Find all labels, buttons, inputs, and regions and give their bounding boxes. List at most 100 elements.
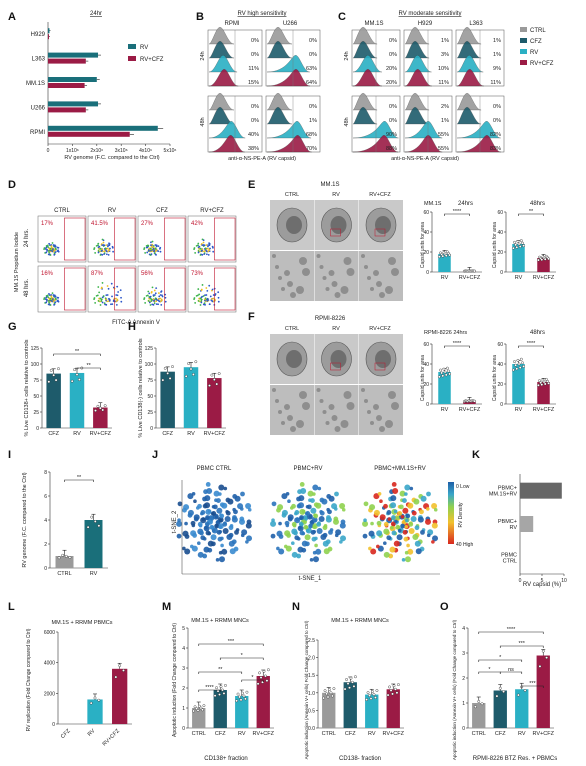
chartO-ytick-label: 2 bbox=[462, 676, 465, 682]
panel-j-tsne-point bbox=[339, 503, 346, 510]
panel-d-dot bbox=[149, 304, 152, 306]
panel-j-title-2: PBMC+RV bbox=[293, 466, 322, 472]
panel-b: RV high sensitivity RPMI U266 24h 48h 0%… bbox=[200, 11, 321, 162]
emE-granule bbox=[340, 286, 349, 294]
panel-d-plot-frame bbox=[187, 215, 237, 263]
emF-granule bbox=[319, 399, 324, 403]
histB-percent-label: 0% bbox=[251, 104, 259, 110]
panel-i-sig-label: ** bbox=[77, 475, 82, 481]
panel-d-dot bbox=[98, 297, 101, 300]
panel-j-tsne-point bbox=[217, 536, 223, 542]
panel-j-tsne-point bbox=[200, 510, 206, 515]
emF-granule bbox=[361, 388, 365, 392]
emE-nucleus bbox=[286, 216, 302, 234]
panel-j-tsne-point bbox=[309, 520, 315, 525]
emF-granule bbox=[370, 421, 374, 425]
panel-a-time: 24hr bbox=[90, 11, 102, 17]
emE-zoom-box bbox=[374, 228, 386, 237]
chartE48-point bbox=[514, 243, 518, 247]
panel-d-dot bbox=[56, 296, 59, 299]
chartE48-point bbox=[536, 258, 540, 262]
chartI-point bbox=[90, 515, 94, 519]
panel-j-tsne-point bbox=[312, 550, 317, 555]
chartN-bar bbox=[322, 692, 336, 728]
emE-granule bbox=[302, 268, 310, 276]
panel-n: MM.1S + RRMM MNCs Apoptotic induction (A… bbox=[304, 618, 405, 762]
chartN-point bbox=[329, 691, 333, 695]
chartN-point bbox=[389, 689, 393, 692]
panel-j-tsne-point bbox=[363, 518, 367, 523]
panel-d-percent-label: 87% bbox=[91, 271, 104, 277]
panel-j-tsne-point bbox=[432, 535, 439, 542]
panel-d-dot bbox=[115, 304, 118, 306]
panel-j-tsne-point bbox=[224, 515, 231, 522]
emE-granule bbox=[325, 287, 330, 291]
panel-d-dot bbox=[54, 251, 57, 254]
chartF48-point bbox=[547, 381, 551, 385]
panel-j-tsne-point bbox=[197, 528, 204, 535]
panel-c-legend-cfz-swatch bbox=[520, 38, 527, 43]
panel-d-dot bbox=[94, 252, 97, 254]
panel-j-tsne-point bbox=[193, 499, 197, 504]
panel-j-tsne-point bbox=[218, 550, 223, 555]
panel-j-tsne-point bbox=[197, 541, 201, 546]
chartG-point bbox=[96, 404, 100, 408]
panel-d-dot bbox=[151, 286, 154, 289]
panel-j-tsne-point bbox=[307, 490, 314, 497]
panel-c-legend-rv-swatch bbox=[520, 49, 527, 54]
panel-d-dot bbox=[50, 245, 53, 247]
emF-granule bbox=[346, 402, 355, 410]
chartF48-point bbox=[518, 366, 522, 369]
panel-j-tsne-point bbox=[431, 522, 438, 529]
chartO-point bbox=[517, 693, 520, 697]
panel-j-tsne-point bbox=[219, 513, 225, 519]
panel-d-dot bbox=[198, 293, 201, 296]
panel-d-dot bbox=[144, 252, 147, 254]
panel-j-tsne-point bbox=[370, 548, 377, 555]
chartE48-sig-bracket bbox=[518, 213, 544, 216]
chartN-point bbox=[354, 675, 357, 679]
panel-d-dot bbox=[111, 303, 114, 306]
panel-d-dot bbox=[49, 297, 52, 300]
panel-e-title: MM.1S bbox=[320, 182, 339, 188]
chartM-point bbox=[201, 708, 204, 712]
emE-granule bbox=[343, 257, 352, 265]
panel-j-xlabel: t-SNE_1 bbox=[299, 576, 322, 582]
panel-n-footer: CD138- fraction bbox=[339, 756, 381, 762]
panel-o-sig-5-bracket bbox=[499, 671, 523, 674]
chartI-bar bbox=[55, 556, 74, 568]
panel-a-chart: 0 1x10⁶ 2x10⁶ 3x10⁶ 4x10⁶ 5x10⁶ H929 L363 MM.1S U… bbox=[26, 22, 176, 154]
chartH-point bbox=[163, 366, 167, 370]
panel-j-tsne-point bbox=[402, 498, 407, 503]
panel-j-tsne-point bbox=[410, 515, 417, 522]
panel-j-tsne-point bbox=[184, 548, 191, 555]
panel-j-tsne-point bbox=[216, 529, 222, 535]
histC-percent-label: 1% bbox=[441, 118, 449, 124]
panel-d-dot bbox=[200, 289, 203, 292]
histC-histogram bbox=[456, 121, 501, 139]
panel-j-tsne-point bbox=[373, 493, 380, 500]
panel-d-dot bbox=[99, 304, 102, 306]
panel-d-dot bbox=[206, 289, 209, 292]
panel-j-tsne-point bbox=[414, 525, 420, 531]
panel-d-dot bbox=[155, 303, 158, 306]
panel-d-dot bbox=[110, 282, 113, 285]
panel-f-cond-rv: RV bbox=[332, 326, 340, 332]
panel-d-dot bbox=[43, 298, 45, 301]
chartI-ytick-label: 4 bbox=[44, 518, 47, 524]
chartN-ytick-label: 1.5 bbox=[308, 673, 315, 679]
histB-histogram bbox=[266, 55, 310, 73]
panel-j-tsne-point bbox=[305, 528, 310, 533]
panel-j-tsne-point bbox=[390, 525, 394, 530]
chartN-ytick-label: 1.0 bbox=[308, 691, 315, 697]
panel-d-dot bbox=[207, 250, 210, 253]
chartM-xtick-label: CFZ bbox=[215, 731, 226, 737]
panel-j-tsne-point bbox=[233, 509, 238, 515]
chartE24-xtick-label: RV bbox=[441, 275, 449, 281]
panel-j-tsne-point bbox=[204, 525, 208, 530]
panel-j-tsne-point bbox=[386, 510, 392, 515]
histC-percent-label: 0% bbox=[493, 118, 501, 124]
chartH-ytick-label: 75 bbox=[147, 378, 153, 384]
panel-j-tsne-point bbox=[219, 518, 223, 523]
